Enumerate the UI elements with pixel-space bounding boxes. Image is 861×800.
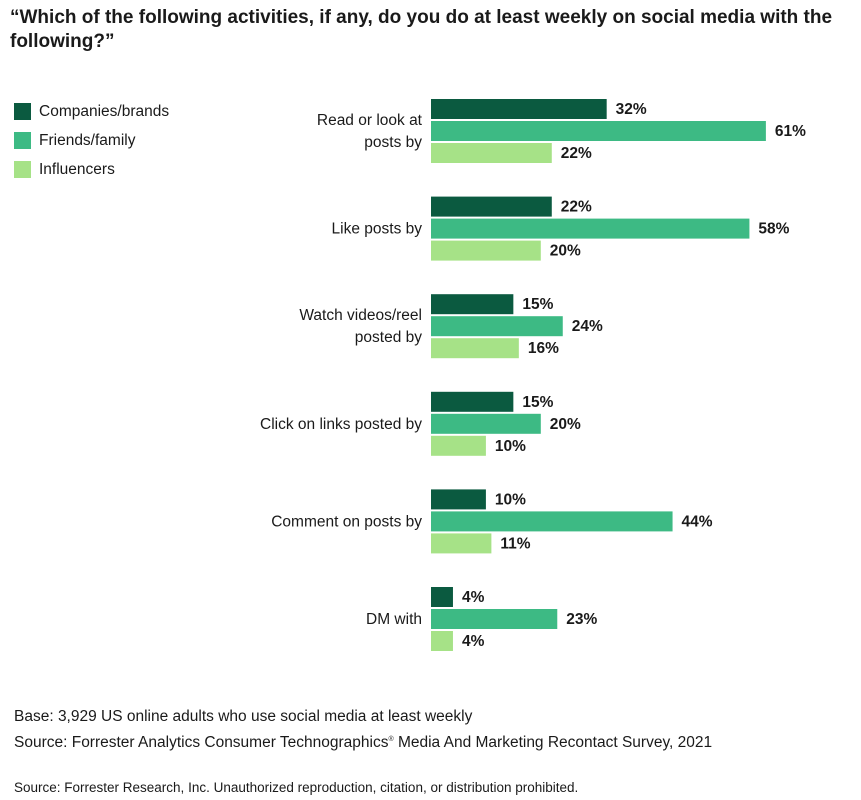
bar — [431, 143, 552, 163]
bar — [431, 435, 486, 456]
legend-swatch — [14, 103, 31, 120]
source-text-end: Media And Marketing Recontact Survey, 20… — [393, 734, 713, 751]
data-label: 4% — [462, 589, 485, 606]
data-label: 22% — [561, 199, 592, 216]
legend-swatch — [14, 132, 31, 149]
legend-label: Companies/brands — [39, 102, 170, 120]
data-label: 16% — [528, 340, 559, 357]
data-label: 61% — [775, 123, 806, 140]
bar — [431, 338, 519, 359]
bar — [431, 489, 486, 510]
category-label: Read or look at — [317, 112, 423, 129]
data-label: 32% — [616, 101, 647, 118]
bar — [431, 631, 453, 651]
category-label: posted by — [355, 329, 422, 346]
footnote-base: Base: 3,929 US online adults who use soc… — [14, 708, 473, 725]
data-label: 4% — [462, 633, 485, 650]
data-label: 15% — [522, 296, 553, 313]
bar — [431, 294, 514, 315]
bar — [431, 511, 673, 532]
bar — [431, 240, 541, 261]
bar-chart: Read or look at posts by 32% 61% 22% Like pos… — [260, 99, 806, 651]
category-label: Like posts by — [332, 221, 423, 238]
legend-swatch — [14, 161, 31, 178]
data-label: 10% — [495, 491, 526, 508]
data-label: 24% — [572, 318, 603, 335]
bar — [431, 391, 514, 412]
data-label: 22% — [561, 145, 592, 162]
category-label: Click on links posted by — [260, 416, 422, 433]
data-label: 23% — [566, 611, 597, 628]
category-label: DM with — [366, 611, 422, 628]
category-label: Watch videos/reel — [299, 307, 422, 324]
legend-label: Friends/family — [39, 131, 136, 149]
category-label: posts by — [364, 134, 422, 151]
footnote-source: Source: Forrester Analytics Consumer Tec… — [14, 734, 712, 752]
data-label: 44% — [682, 513, 713, 530]
data-label: 58% — [758, 221, 789, 238]
bar — [431, 609, 558, 629]
legend-label: Influencers — [39, 160, 115, 178]
legend-item-friends: Friends/family — [14, 126, 169, 155]
bar — [431, 316, 563, 337]
source-text: Source: Forrester Analytics Consumer Tec… — [14, 734, 389, 751]
bar — [431, 413, 541, 434]
bar — [431, 587, 453, 607]
data-label: 15% — [522, 394, 553, 411]
data-label: 11% — [500, 535, 530, 552]
bar — [431, 196, 552, 217]
legend: Companies/brands Friends/family Influenc… — [14, 97, 169, 184]
bar — [431, 533, 492, 554]
copyright-notice: Source: Forrester Research, Inc. Unautho… — [14, 780, 579, 795]
bar — [431, 121, 766, 141]
bar — [431, 99, 607, 119]
registered-mark: ® — [388, 735, 394, 743]
category-label: Comment on posts by — [271, 513, 422, 530]
legend-item-influencers: Influencers — [14, 155, 169, 184]
bar — [431, 218, 750, 239]
legend-item-companies: Companies/brands — [14, 97, 169, 126]
data-label: 20% — [550, 243, 581, 260]
data-label: 20% — [550, 416, 581, 433]
data-label: 10% — [495, 438, 526, 455]
chart-title: “Which of the following activities, if a… — [10, 7, 833, 52]
